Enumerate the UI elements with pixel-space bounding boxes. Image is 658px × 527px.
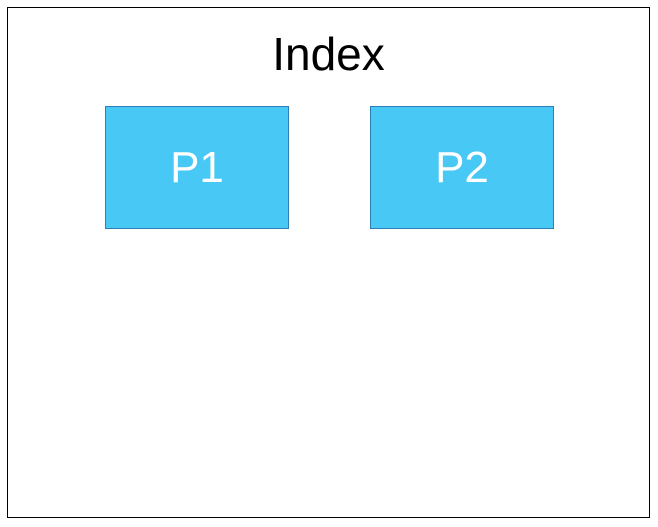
index-frame: Index P1 P2 xyxy=(7,7,650,518)
node-p1-label: P1 xyxy=(170,142,224,192)
node-p2-label: P2 xyxy=(435,142,489,192)
node-p1[interactable]: P1 xyxy=(105,106,289,229)
node-p2[interactable]: P2 xyxy=(370,106,554,229)
index-title: Index xyxy=(272,28,385,80)
